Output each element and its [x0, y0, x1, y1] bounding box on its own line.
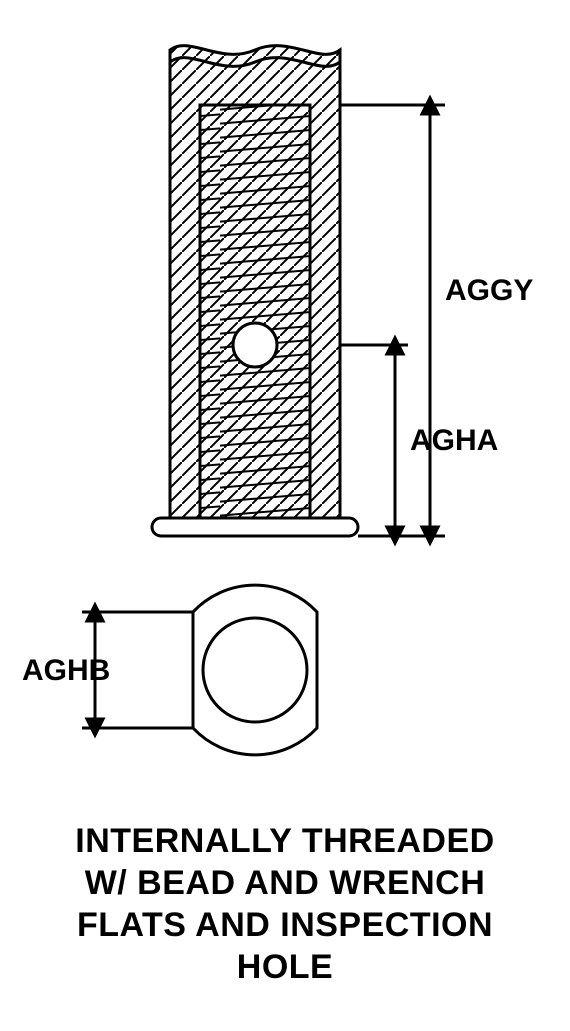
inner-bore: [203, 618, 307, 722]
inspection-hole: [233, 323, 277, 367]
dimension-aghb: AGHB: [22, 612, 193, 728]
caption-line-4: HOLE: [0, 946, 570, 988]
label-aghb: AGHB: [22, 654, 110, 687]
threaded-cavity: [200, 105, 310, 518]
caption-line-2: W/ BEAD AND WRENCH: [0, 862, 570, 904]
dimension-aggy: AGGY: [340, 105, 533, 536]
label-agha: AGHA: [410, 424, 498, 457]
dimension-agha: AGHA: [340, 345, 498, 536]
end-view: [193, 585, 317, 755]
caption-line-3: FLATS AND INSPECTION: [0, 904, 570, 946]
caption-line-1: INTERNALLY THREADED: [0, 820, 570, 862]
bead: [152, 518, 358, 536]
page-root: AGGY AGHA AGHB INTERNALLY THREADED W/ BE…: [0, 0, 570, 1031]
technical-drawing-svg: AGGY AGHA AGHB: [0, 0, 570, 800]
label-aggy: AGGY: [445, 274, 533, 307]
cross-section-view: [152, 46, 358, 536]
caption-block: INTERNALLY THREADED W/ BEAD AND WRENCH F…: [0, 820, 570, 988]
